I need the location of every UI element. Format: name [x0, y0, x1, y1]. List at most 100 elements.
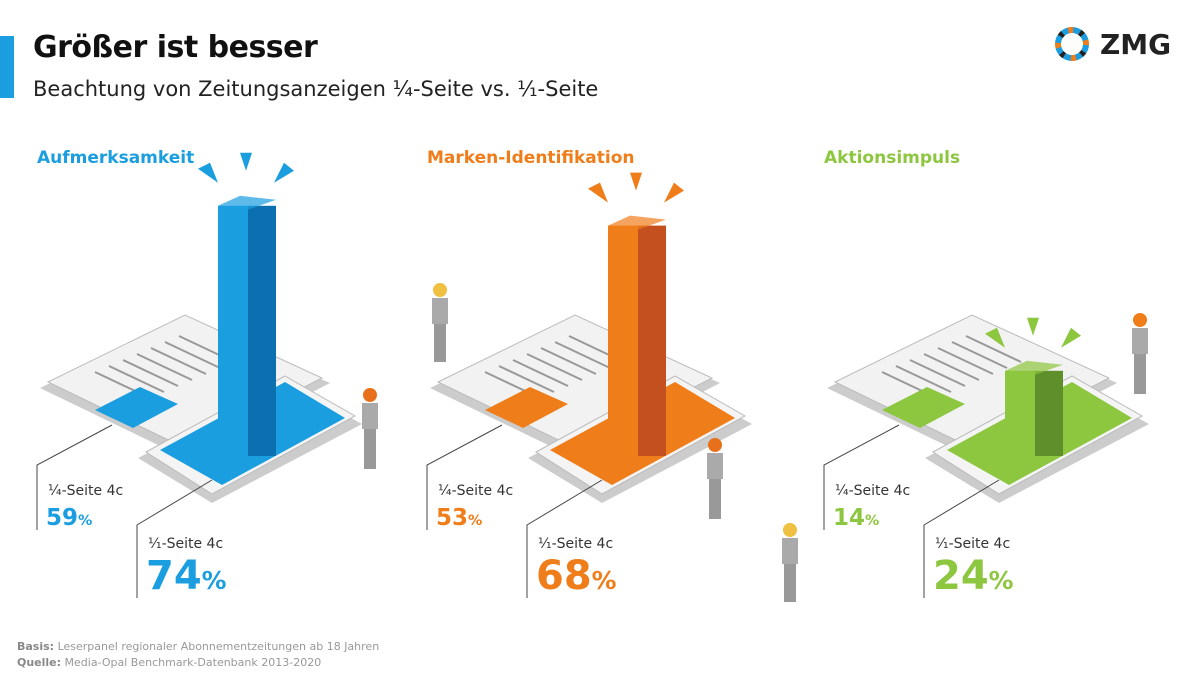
value-number: 59 [46, 505, 79, 531]
text-line [540, 347, 597, 375]
person-legs-icon [1134, 354, 1146, 394]
zmg-logo: ZMG [1052, 24, 1171, 64]
logo-text: ZMG [1100, 27, 1172, 61]
text-line [895, 365, 952, 393]
label-full-page: ⅟₁-Seite 4c [935, 536, 1011, 552]
text-line [108, 365, 165, 393]
page-title: Größer ist besser [33, 30, 318, 65]
spark-right-icon [664, 182, 684, 203]
value-quarter-page: 14% [833, 505, 879, 531]
spark-right-icon [1061, 327, 1081, 348]
leader-line-full [526, 479, 603, 598]
bar-full-page-right [248, 205, 276, 456]
small-ad-quarter-page [485, 387, 568, 428]
person-body-icon [362, 403, 378, 429]
text-line [150, 347, 207, 375]
person-legs-icon [784, 564, 796, 602]
text-line [923, 353, 980, 381]
spark-left-icon [198, 162, 218, 183]
leader-line-quarter [36, 424, 113, 530]
source-text: Media-Opal Benchmark-Datenbank 2013-2020 [64, 656, 322, 669]
bar-full-page-right [638, 225, 666, 456]
person-body-icon [432, 298, 448, 324]
value-quarter-page: 53% [436, 505, 482, 531]
spark-left-icon [588, 182, 608, 203]
basis-text: Leserpanel regionaler Abonnementzeitunge… [57, 640, 380, 653]
bar-full-page-left [608, 225, 638, 450]
text-line [951, 341, 1008, 369]
footer-basis: Basis: Leserpanel regionaler Abonnementz… [17, 640, 379, 653]
value-number: 68 [536, 553, 592, 599]
bar-full-page-left [1005, 370, 1035, 450]
category-title: Aktionsimpuls [824, 148, 961, 168]
label-full-page: ⅟₁-Seite 4c [148, 536, 224, 552]
text-line [512, 359, 569, 387]
label-quarter-page: ¼-Seite 4c [438, 483, 514, 499]
text-line [965, 335, 1022, 363]
footer-source: Quelle: Media-Opal Benchmark-Datenbank 2… [17, 656, 321, 669]
percent-sign: % [591, 566, 617, 595]
value-number: 14 [833, 505, 866, 531]
person-body-icon [1132, 328, 1148, 354]
spark-center-icon [630, 172, 642, 191]
label-quarter-page: ¼-Seite 4c [835, 483, 911, 499]
value-number: 74 [146, 553, 202, 599]
person-legs-icon [434, 324, 446, 362]
leader-line-full [136, 479, 213, 598]
spark-right-icon [274, 162, 294, 183]
bar-top [608, 215, 666, 230]
text-line [526, 353, 583, 381]
person-body-icon [782, 538, 798, 564]
basis-label: Basis: [17, 640, 55, 653]
category-title: Marken-Identifikation [427, 148, 635, 168]
person-head-icon [708, 438, 722, 452]
bar-full-page-left [218, 205, 248, 450]
text-line [136, 353, 193, 381]
label-quarter-page: ¼-Seite 4c [48, 483, 124, 499]
bar-top [218, 195, 276, 210]
bar-full-page-right [1035, 370, 1063, 456]
small-ad-quarter-page [95, 387, 178, 428]
panel-2 [823, 313, 1149, 598]
spark-center-icon [240, 152, 252, 171]
page-subtitle: Beachtung von Zeitungsanzeigen ¼-Seite v… [33, 77, 599, 101]
text-line [164, 341, 221, 369]
value-full-page: 74% [146, 553, 227, 599]
small-ad-quarter-page [882, 387, 965, 428]
person-legs-icon [709, 479, 721, 519]
bar-top [1005, 360, 1063, 375]
person-head-icon [433, 283, 447, 297]
person-head-icon [783, 523, 797, 537]
value-number: 53 [436, 505, 469, 531]
percent-sign: % [201, 566, 227, 595]
value-full-page: 68% [536, 553, 617, 599]
value-number: 24 [933, 553, 989, 599]
value-quarter-page: 59% [46, 505, 92, 531]
value-full-page: 24% [933, 553, 1014, 599]
panel-0 [36, 152, 378, 598]
leader-line-quarter [823, 424, 900, 530]
percent-sign: % [865, 513, 880, 529]
person-legs-icon [364, 429, 376, 469]
percent-sign: % [78, 513, 93, 529]
person-head-icon [363, 388, 377, 402]
percent-sign: % [468, 513, 483, 529]
panel-1 [426, 172, 752, 598]
person-head-icon [1133, 313, 1147, 327]
spark-center-icon [1027, 317, 1039, 336]
source-label: Quelle: [17, 656, 62, 669]
text-line [498, 365, 555, 393]
text-line [937, 347, 994, 375]
text-line [554, 341, 611, 369]
category-title: Aufmerksamkeit [37, 148, 195, 168]
leader-line-full [923, 479, 1000, 598]
accent-bar [0, 36, 14, 98]
text-line [122, 359, 179, 387]
logo-ring-icon [1055, 27, 1089, 61]
percent-sign: % [988, 566, 1014, 595]
text-line [909, 359, 966, 387]
label-full-page: ⅟₁-Seite 4c [538, 536, 614, 552]
spark-left-icon [985, 327, 1005, 348]
leader-line-quarter [426, 424, 503, 530]
